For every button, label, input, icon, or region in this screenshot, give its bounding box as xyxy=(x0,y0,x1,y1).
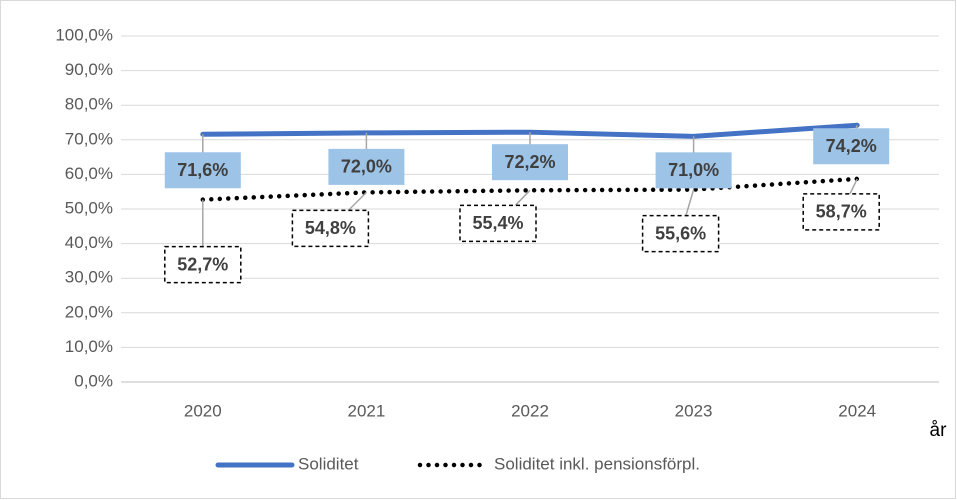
x-tick-label: 2021 xyxy=(347,401,385,420)
data-label: 74,2% xyxy=(826,136,877,156)
data-label: 55,6% xyxy=(655,223,706,243)
data-label-box xyxy=(459,204,537,243)
y-tick-label: 40,0% xyxy=(65,233,113,252)
y-tick-label: 70,0% xyxy=(65,129,113,148)
x-tick-label: 2023 xyxy=(675,401,713,420)
data-label: 72,0% xyxy=(341,157,392,177)
y-tick-label: 0,0% xyxy=(74,371,113,390)
y-tick-label: 50,0% xyxy=(65,198,113,217)
legend-label: Soliditet inkl. pensionsförpl. xyxy=(494,454,700,473)
data-label-box xyxy=(641,214,720,253)
legend-label: Soliditet xyxy=(298,454,359,473)
data-label-box xyxy=(328,148,405,185)
y-tick-label: 100,0% xyxy=(55,25,113,44)
data-label-box xyxy=(813,128,890,165)
data-label-box xyxy=(802,193,880,231)
y-tick-label: 60,0% xyxy=(65,164,113,183)
data-label-box xyxy=(492,144,568,181)
data-label: 54,8% xyxy=(305,218,356,238)
y-tick-label: 80,0% xyxy=(65,95,113,114)
data-label: 72,2% xyxy=(504,152,555,172)
x-tick-label: 2024 xyxy=(838,401,876,420)
data-label-box xyxy=(164,245,242,284)
data-label-box xyxy=(291,209,370,248)
data-label: 58,7% xyxy=(816,202,867,222)
y-tick-label: 90,0% xyxy=(65,60,113,79)
series-line xyxy=(200,176,860,202)
y-tick-label: 20,0% xyxy=(65,302,113,321)
x-tick-label: 2022 xyxy=(511,401,549,420)
data-label: 71,0% xyxy=(668,160,719,180)
data-label-box xyxy=(655,152,732,189)
x-axis-label: år xyxy=(930,420,948,441)
data-label-box xyxy=(164,152,241,189)
data-label: 71,6% xyxy=(177,160,228,180)
data-label: 52,7% xyxy=(177,254,228,274)
x-tick-label: 2020 xyxy=(184,401,222,420)
y-tick-label: 10,0% xyxy=(65,337,113,356)
data-label: 55,4% xyxy=(472,213,523,233)
y-tick-label: 30,0% xyxy=(65,268,113,287)
